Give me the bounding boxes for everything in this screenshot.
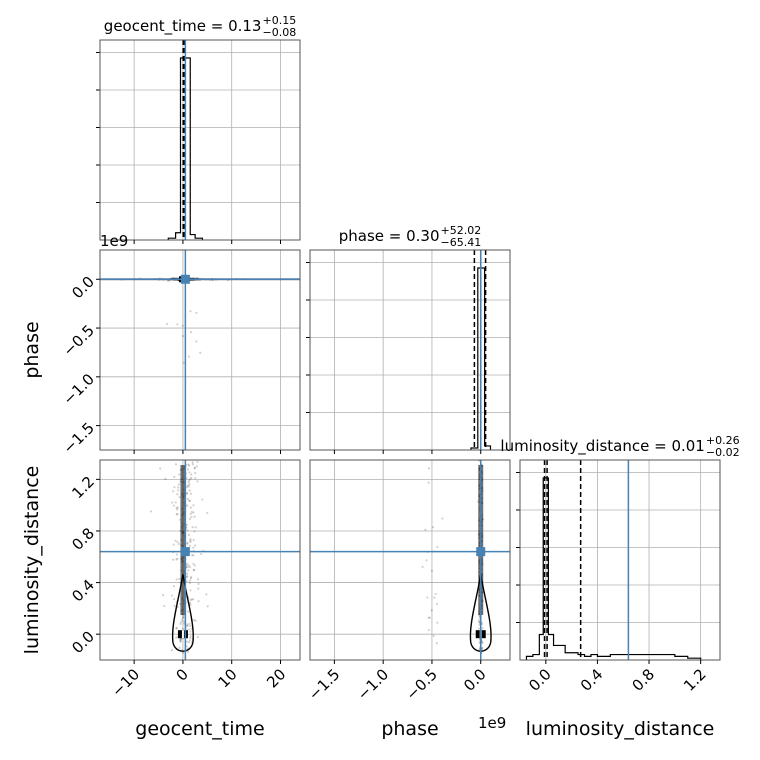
scatter-geocent_time-luminosity_distance [149, 460, 209, 655]
panel-frame [519, 459, 721, 661]
panel-frame [309, 249, 511, 451]
title-phase: phase = 0.30 +52.02−65.41 [339, 224, 482, 249]
xtick-label-luminosity_distance: 0.4 [577, 665, 607, 695]
title-upper-error: +0.26 [706, 434, 740, 447]
title-lower-error: −0.08 [262, 26, 296, 39]
offset-label-phase-x: 1e9 [478, 714, 506, 732]
truth-marker [180, 547, 190, 557]
xtick-label-luminosity_distance: 1.2 [680, 665, 710, 695]
panel-phase-phase [306, 249, 511, 451]
xtick-label-geocent_time: 0 [172, 665, 191, 684]
offset-label-phase-y: 1e9 [100, 232, 128, 250]
density-band [180, 465, 186, 615]
xtick-label-phase: −0.5 [402, 665, 440, 703]
title-geocent_time: geocent_time = 0.13 +0.15−0.08 [104, 14, 296, 39]
title-upper-error: +0.15 [262, 14, 296, 27]
xtick-label-phase: 0.0 [460, 665, 490, 695]
xtick-label-geocent_time: 20 [263, 665, 289, 691]
panel-phase-luminosity_distance [309, 459, 511, 661]
xtick-label-phase: −1.5 [305, 665, 343, 703]
ytick-label-luminosity_distance: 0.0 [68, 627, 98, 657]
ytick-label-luminosity_distance: 1.2 [68, 473, 98, 503]
panel-frame [99, 459, 301, 661]
contour [171, 574, 194, 652]
title-main: phase = 0.30 [339, 227, 440, 245]
title-lower-error: −0.02 [706, 446, 740, 459]
xtick-label-luminosity_distance: 0.0 [525, 665, 555, 695]
yaxis-label-phase: phase [21, 321, 43, 378]
xaxis-label-luminosity_distance: luminosity_distance [526, 718, 715, 740]
panel-geocent_time-luminosity_distance [99, 459, 301, 661]
ytick-label-phase: −1.5 [60, 419, 98, 457]
title-upper-error: +52.02 [441, 224, 482, 237]
panel-geocent_time-phase [99, 249, 301, 451]
panel-frame [99, 249, 301, 451]
xtick-label-luminosity_distance: 0.8 [628, 665, 658, 695]
panel-luminosity_distance-luminosity_distance [516, 459, 721, 661]
scatter-geocent_time-phase [100, 276, 300, 364]
ytick-label-phase: −1.0 [60, 370, 98, 408]
ytick-label-phase: 0.0 [68, 273, 98, 303]
truth-marker [180, 274, 190, 284]
yaxis-label-luminosity_distance: luminosity_distance [21, 466, 43, 655]
panel-frame [99, 39, 301, 241]
title-main: luminosity_distance = 0.01 [500, 437, 704, 456]
title-luminosity_distance: luminosity_distance = 0.01 +0.26−0.02 [500, 434, 739, 459]
xaxis-label-phase: phase [381, 718, 438, 740]
title-main: geocent_time = 0.13 [104, 17, 262, 36]
truth-marker [476, 547, 486, 557]
xtick-label-geocent_time: 10 [214, 665, 240, 691]
title-lower-error: −65.41 [441, 236, 482, 249]
xtick-label-phase: −1.0 [354, 665, 392, 703]
ytick-label-luminosity_distance: 0.4 [68, 576, 98, 606]
histogram-luminosity_distance [525, 477, 702, 660]
ytick-label-luminosity_distance: 0.8 [68, 524, 98, 554]
xaxis-label-geocent_time: geocent_time [135, 718, 264, 740]
ytick-label-phase: −0.5 [60, 321, 98, 359]
xtick-label-geocent_time: −10 [108, 665, 143, 700]
panel-geocent_time-geocent_time [96, 39, 301, 241]
panel-frame [309, 459, 511, 661]
